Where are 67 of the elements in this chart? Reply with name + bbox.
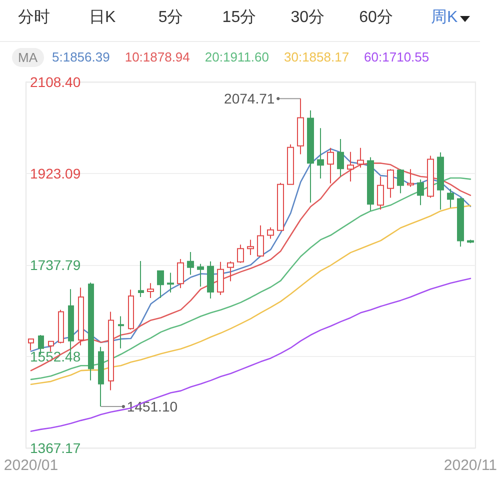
candlestick — [68, 288, 74, 352]
candlestick — [108, 311, 114, 391]
y-tick-label: 1367.17 — [30, 440, 81, 456]
candlestick — [138, 260, 144, 298]
candlestick — [118, 316, 124, 349]
candlestick — [377, 176, 384, 210]
candlestick — [98, 346, 104, 408]
y-tick-label: 1737.79 — [30, 256, 81, 273]
candlestick — [167, 272, 174, 294]
candlestick — [128, 289, 134, 330]
candlestick — [467, 239, 474, 244]
candlestick — [447, 188, 454, 208]
y-tick-label: 2108.40 — [30, 74, 81, 90]
candlestick — [277, 182, 284, 231]
candlestick — [147, 282, 154, 298]
text: 5:1856.39 — [52, 50, 110, 64]
candlestick — [317, 128, 324, 179]
candlestick — [287, 144, 294, 185]
candlestick — [297, 98, 304, 155]
line-series — [30, 148, 472, 352]
text: 20:1911.60 — [204, 50, 270, 64]
candlestick — [267, 226, 274, 240]
candlestick — [237, 244, 244, 264]
candlestick — [257, 224, 264, 257]
text: 30:1858.17 — [284, 50, 350, 64]
text: 10:1878.94 — [124, 50, 190, 64]
candlestick — [227, 260, 234, 282]
text: 30分 — [290, 8, 324, 28]
candlestick — [357, 147, 364, 168]
candlestick — [28, 338, 34, 351]
legend-title: MA — [12, 48, 44, 67]
text: 日K — [89, 8, 116, 28]
y-tick-label: 1923.09 — [30, 166, 81, 182]
candlestick — [347, 151, 354, 182]
candlestick — [337, 138, 344, 178]
text: 60:1710.55 — [364, 50, 430, 64]
candlestick — [88, 282, 94, 381]
line-series — [30, 278, 472, 432]
candlestick — [387, 168, 394, 198]
line-series — [30, 204, 472, 386]
candlestick — [197, 263, 204, 288]
candlestick — [177, 258, 184, 289]
candlestick — [427, 155, 434, 198]
candlestick — [207, 260, 214, 299]
candlestick — [247, 239, 254, 256]
candlestick — [217, 261, 224, 296]
text: 60分 — [359, 8, 393, 28]
candlestick — [367, 156, 374, 212]
text: 5分 — [158, 8, 184, 28]
x-tick-label: 2020/11 — [444, 457, 498, 474]
candlestick — [417, 178, 424, 206]
candlestick — [457, 197, 464, 248]
candlestick — [397, 168, 404, 194]
x-tick-label: 2020/01 — [4, 457, 58, 474]
candlestick — [187, 252, 194, 276]
candlestick — [307, 110, 314, 204]
annotation: 2074.71 — [224, 90, 275, 107]
candlestick — [78, 287, 84, 346]
candlestick — [58, 309, 64, 344]
candlestick — [407, 168, 414, 188]
text: 分时 — [18, 8, 50, 28]
candlestick — [327, 147, 334, 184]
candlestick — [157, 270, 164, 298]
text: 周K — [431, 8, 458, 28]
candlestick — [437, 152, 444, 210]
annotation: 1451.10 — [126, 398, 178, 415]
text: 15分 — [222, 8, 256, 28]
